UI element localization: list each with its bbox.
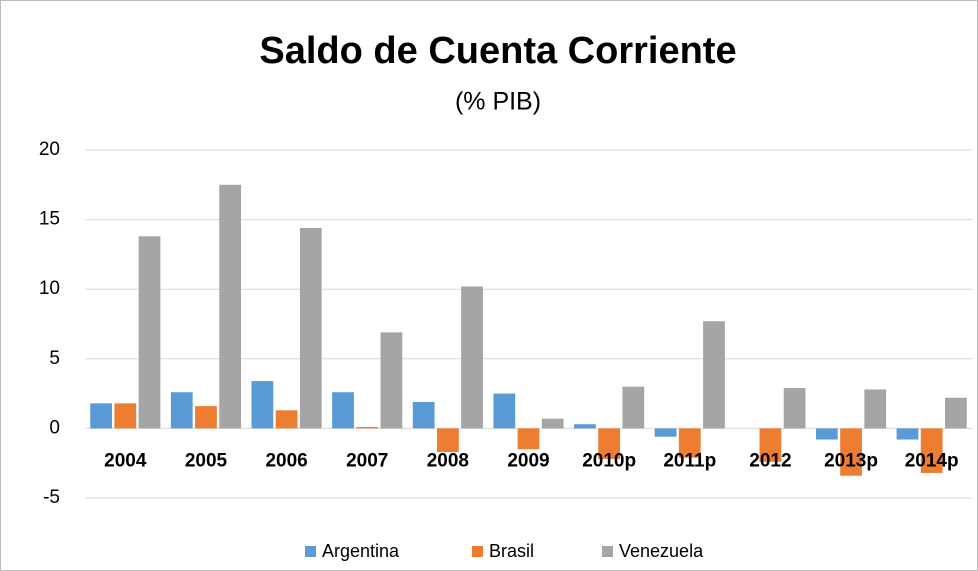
bar bbox=[275, 410, 298, 429]
x-tick-label: 2013p bbox=[824, 450, 878, 471]
x-tick-label: 2011p bbox=[663, 450, 716, 471]
bar bbox=[219, 184, 242, 429]
bar bbox=[90, 403, 113, 429]
bar bbox=[541, 418, 564, 429]
bar bbox=[493, 393, 516, 429]
y-tick-label: -5 bbox=[43, 487, 60, 508]
bar bbox=[840, 428, 862, 476]
bar bbox=[251, 381, 274, 429]
bar bbox=[896, 428, 919, 440]
bar bbox=[815, 428, 838, 440]
bar bbox=[517, 428, 540, 450]
bar bbox=[138, 236, 161, 429]
bar bbox=[678, 428, 701, 458]
bar bbox=[944, 397, 967, 429]
y-tick-label: 5 bbox=[49, 348, 60, 369]
bar bbox=[622, 386, 645, 429]
x-tick-label: 2006 bbox=[265, 450, 307, 471]
bar bbox=[783, 388, 806, 429]
legend-label: Argentina bbox=[322, 541, 400, 561]
bar bbox=[195, 406, 217, 429]
bar bbox=[356, 427, 379, 429]
bar bbox=[436, 428, 459, 453]
bar bbox=[412, 401, 435, 429]
x-tick-label: 2008 bbox=[427, 450, 469, 471]
x-tick-label: 2007 bbox=[346, 450, 388, 471]
bar bbox=[461, 286, 483, 429]
chart-title: Saldo de Cuenta Corriente bbox=[259, 30, 736, 72]
x-tick-label: 2004 bbox=[104, 450, 147, 471]
bar bbox=[598, 428, 621, 460]
legend-label: Brasil bbox=[489, 541, 534, 561]
bar bbox=[864, 389, 887, 429]
y-tick-label: 15 bbox=[39, 209, 60, 230]
bar bbox=[114, 403, 137, 429]
x-tick-label: 2005 bbox=[185, 450, 228, 471]
x-tick-label: 2010p bbox=[582, 450, 636, 471]
bar bbox=[380, 332, 403, 429]
bar bbox=[574, 424, 596, 429]
chart-subtitle: (% PIB) bbox=[455, 88, 541, 116]
bar bbox=[759, 428, 782, 462]
bar bbox=[332, 392, 354, 429]
x-tick-label: 2009 bbox=[507, 450, 549, 471]
legend-swatch bbox=[602, 546, 613, 557]
y-tick-label: 20 bbox=[39, 139, 60, 160]
bar bbox=[170, 392, 193, 429]
y-tick-label: 0 bbox=[49, 417, 60, 438]
legend-swatch bbox=[472, 546, 483, 557]
bar bbox=[654, 428, 677, 437]
legend-label: Venezuela bbox=[619, 541, 704, 561]
bar bbox=[299, 227, 322, 429]
x-tick-label: 2014p bbox=[905, 450, 959, 471]
x-tick-label: 2012 bbox=[749, 450, 791, 471]
bar bbox=[703, 321, 725, 429]
bar bbox=[920, 428, 943, 473]
y-tick-label: 10 bbox=[39, 278, 60, 299]
legend-swatch bbox=[305, 546, 316, 557]
